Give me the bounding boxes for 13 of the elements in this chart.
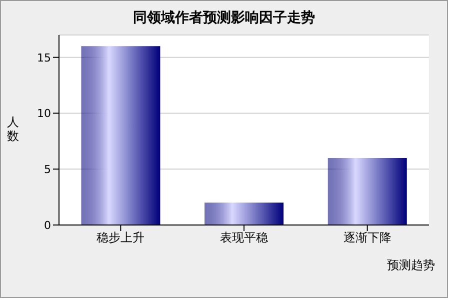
x-tick-label: 逐渐下降 [343, 230, 392, 245]
chart-title: 同领域作者预测影响因子走势 [132, 9, 316, 27]
x-tick-label: 表现平稳 [220, 230, 268, 245]
bar [328, 158, 407, 225]
y-tick-label: 15 [37, 51, 51, 64]
x-tick-label: 稳步上升 [96, 230, 145, 245]
y-tick-label: 0 [44, 218, 51, 232]
x-axis-title: 预测趋势 [387, 257, 435, 274]
y-tick-label: 5 [44, 163, 51, 176]
bar [204, 202, 284, 225]
y-tick-label: 10 [37, 107, 51, 120]
bar [81, 46, 160, 225]
y-axis-title: 人数 [7, 115, 19, 143]
